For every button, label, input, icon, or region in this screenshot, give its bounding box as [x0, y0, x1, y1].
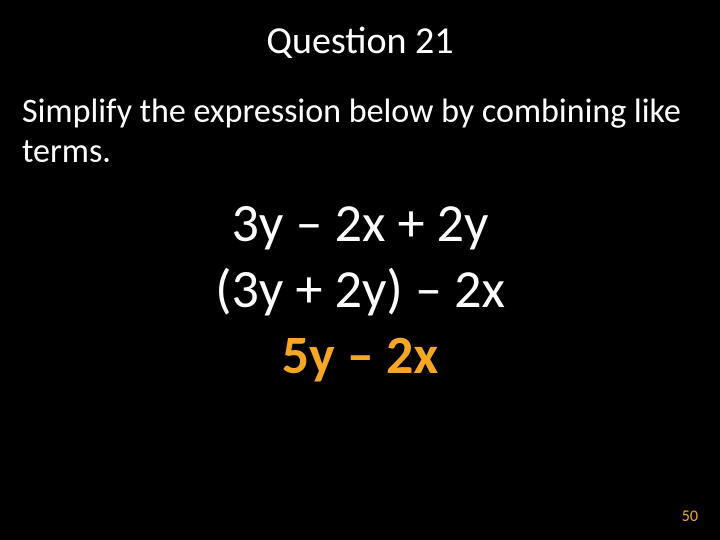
work-line-2: (3y + 2y) – 2x [0, 256, 720, 322]
slide-title: Question 21 [0, 0, 720, 64]
work-line-answer: 5y – 2x [0, 322, 720, 388]
work-line-1: 3y – 2x + 2y [0, 190, 720, 256]
page-number: 50 [682, 507, 698, 526]
question-prompt: Simplify the expression below by combini… [0, 64, 720, 172]
work-area: 3y – 2x + 2y (3y + 2y) – 2x 5y – 2x [0, 172, 720, 388]
